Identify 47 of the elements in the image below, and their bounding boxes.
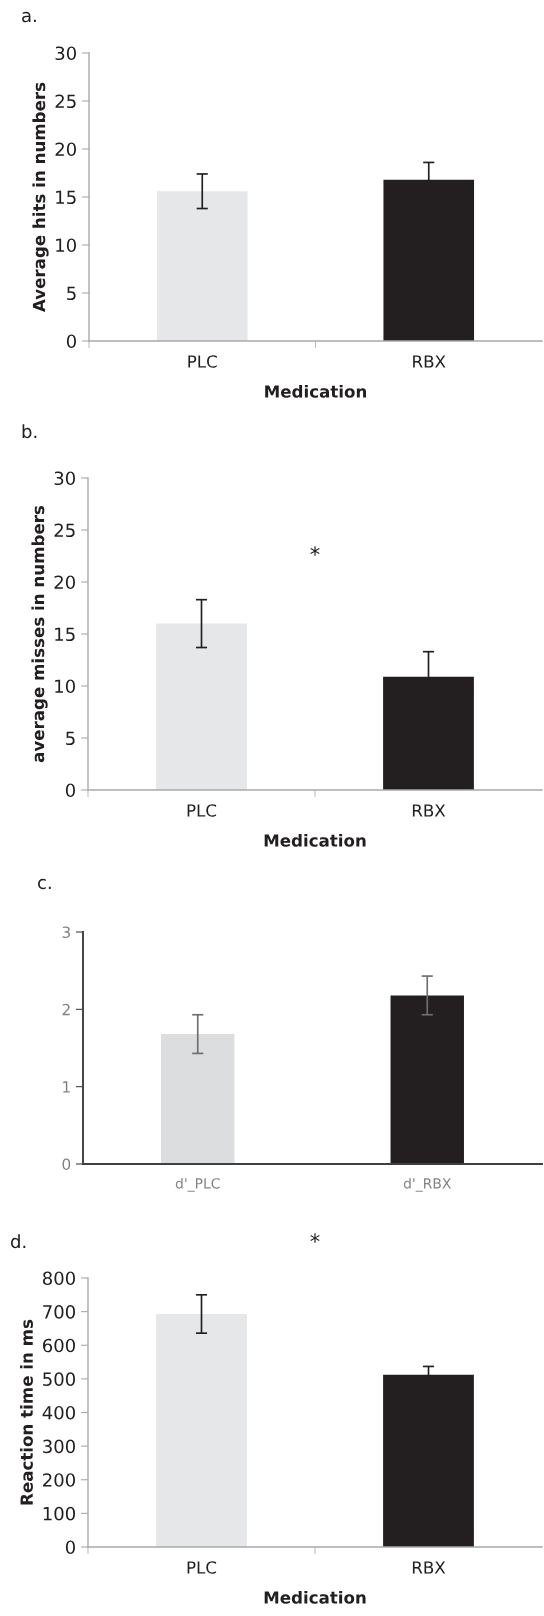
x-tick-label: d'_RBX — [403, 1177, 451, 1192]
y-tick-label: 1 — [63, 1081, 70, 1093]
y-tick-label: 500 — [43, 1372, 75, 1386]
chart-title: b. — [22, 424, 37, 439]
x-axis-title: Medication — [264, 833, 366, 847]
y-axis-title: Reaction time in ms — [20, 1319, 33, 1505]
y-tick-label: 600 — [42, 1338, 75, 1353]
y-tick-label: 5 — [67, 286, 76, 301]
y-tick-label: 10 — [55, 679, 75, 694]
y-axis-title: Average hits in numbers — [32, 82, 49, 312]
y-tick-label: 25 — [54, 523, 75, 538]
y-tick-label: 0 — [66, 334, 76, 349]
x-tick-label: PLC — [188, 355, 217, 368]
y-tick-label: 10 — [56, 238, 76, 253]
y-tick-label: 20 — [55, 142, 76, 157]
x-tick-label: RBX — [413, 355, 446, 368]
y-tick-label: 15 — [56, 190, 76, 205]
y-tick-label: 20 — [54, 575, 75, 590]
chart-title: c. — [38, 878, 51, 890]
chart-title: a. — [22, 11, 36, 23]
x-axis-title: Medication — [265, 384, 367, 398]
annotation: * — [310, 546, 320, 556]
y-tick-label: 0 — [62, 1158, 71, 1171]
y-tick-label: 30 — [55, 46, 76, 61]
y-tick-label: 200 — [43, 1473, 75, 1487]
y-tick-label: 25 — [55, 94, 76, 109]
text: * — [310, 1233, 320, 1243]
y-tick-label: 100 — [43, 1506, 75, 1521]
x-tick-label: RBX — [412, 804, 446, 817]
x-tick-label: PLC — [187, 804, 217, 817]
y-tick-label: 0 — [65, 783, 75, 798]
y-tick-label: 0 — [65, 1540, 75, 1555]
x-axis-title: Medication — [264, 1590, 366, 1604]
x-tick-label: RBX — [412, 1561, 446, 1574]
y-tick-label: 300 — [43, 1439, 75, 1454]
y-tick-label: 3 — [62, 926, 70, 939]
x-tick-label: d'_PLC — [175, 1177, 220, 1192]
y-tick-label: 400 — [42, 1405, 75, 1420]
y-tick-label: 30 — [54, 471, 75, 486]
y-tick-label: 700 — [43, 1305, 75, 1319]
y-axis-title: average misses in numbers — [31, 505, 48, 763]
chart-title: d. — [11, 1234, 26, 1249]
y-tick-label: 2 — [62, 1003, 70, 1016]
y-tick-label: 5 — [66, 731, 75, 746]
x-tick-label: PLC — [187, 1561, 217, 1574]
y-tick-label: 15 — [55, 627, 75, 642]
y-tick-label: 800 — [42, 1271, 75, 1286]
